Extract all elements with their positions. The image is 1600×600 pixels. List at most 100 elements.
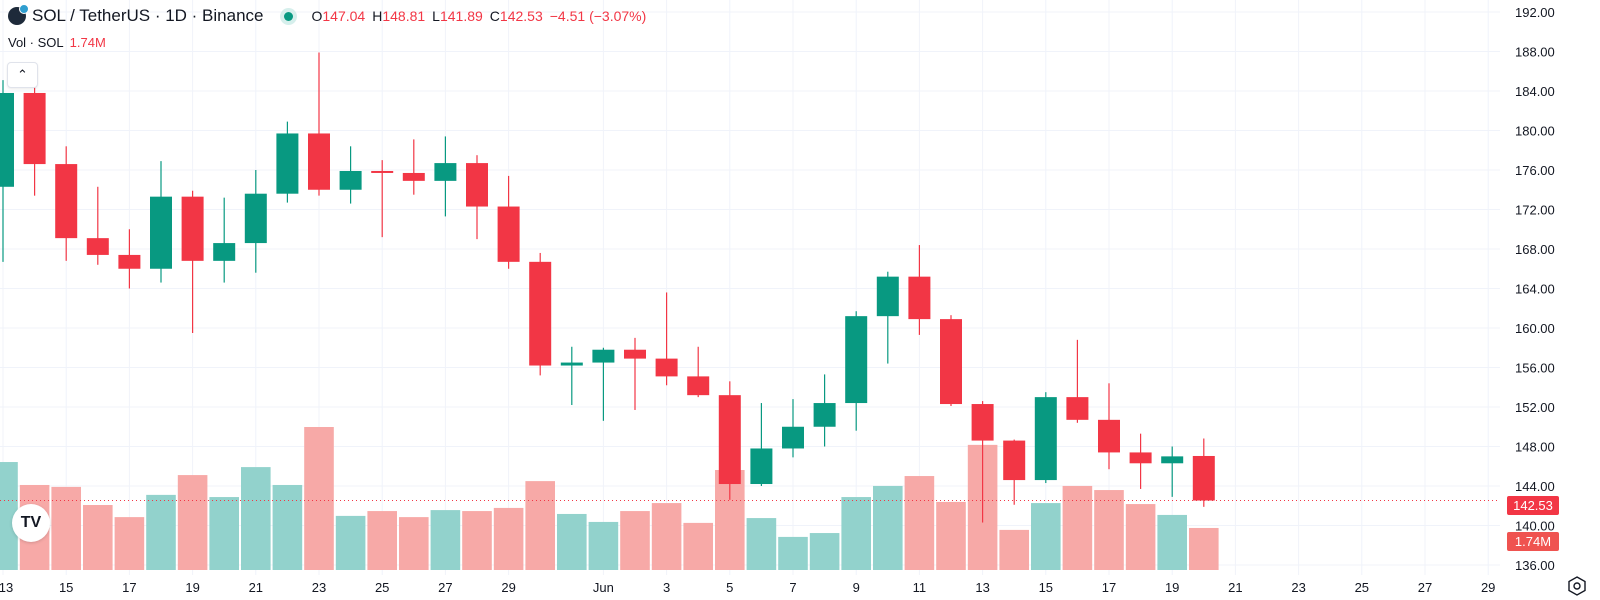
y-tick-label: 164.00 [1515,282,1555,297]
collapse-legend-button[interactable]: ⌃ [7,62,38,88]
candle-body[interactable] [592,349,615,363]
volume-bar [873,485,903,570]
x-tick-label: 15 [59,580,73,595]
candle-body[interactable] [402,172,425,181]
y-tick-label: 156.00 [1515,361,1555,376]
x-tick-label: 29 [1481,580,1495,595]
candle-body[interactable] [940,319,962,405]
x-tick-label: 19 [185,580,199,595]
volume-bar [114,517,145,570]
volume-bar [651,503,682,570]
candle-body[interactable] [213,243,236,261]
candle-body[interactable] [434,163,457,181]
x-tick-label: 21 [249,580,263,595]
candle-body[interactable] [466,163,488,207]
y-tick-label: 140.00 [1515,519,1555,534]
y-tick-label: 192.00 [1515,5,1555,20]
candle-body[interactable] [1192,455,1215,501]
candle-body[interactable] [1098,419,1120,453]
candle-body[interactable] [339,170,362,190]
x-tick-label: 29 [501,580,515,595]
low-label: L [432,8,440,24]
candle-body[interactable] [55,164,78,239]
y-tick-label: 176.00 [1515,163,1555,178]
x-tick-label: 27 [1418,580,1432,595]
volume-bar [1062,485,1093,570]
volume-bar [209,497,239,570]
candle-body[interactable] [244,193,267,244]
candle-body[interactable] [782,426,804,449]
volume-bar [809,533,840,570]
x-tick-label: 21 [1228,580,1242,595]
x-tick-label: 13 [975,580,989,595]
candle-body[interactable] [687,376,710,396]
candle-body[interactable] [750,448,773,485]
tradingview-logo-icon[interactable]: TV [12,504,50,542]
candle-body[interactable] [276,133,299,194]
y-tick-label: 144.00 [1515,479,1555,494]
x-tick-label: 23 [312,580,326,595]
candle-body[interactable] [624,349,646,359]
candle-body[interactable] [876,276,899,317]
volume-bar [272,484,303,570]
volume-bar [335,515,366,570]
y-tick-label: 136.00 [1515,558,1555,573]
candle-body[interactable] [718,395,741,485]
candle-body[interactable] [118,254,141,269]
x-tick-label: 13 [0,580,13,595]
volume-bar [1031,503,1061,570]
candle-body[interactable] [813,403,836,427]
symbol-title[interactable]: SOL / TetherUS · 1D · Binance [32,6,264,25]
close-label: C [489,8,500,24]
candle-body[interactable] [0,92,14,187]
candle-body[interactable] [529,261,552,366]
candle-body[interactable] [308,133,330,190]
volume-bar [746,518,777,570]
candle-body[interactable] [181,196,204,261]
candle-body[interactable] [23,92,46,165]
volume-bar [493,507,524,570]
price-axis[interactable]: 192.00 188.00 184.00 180.00 176.00 172.00 168.… [1515,5,1555,573]
x-tick-label: 9 [853,580,860,595]
open-label: O [311,8,323,24]
volume-bar [1094,490,1124,570]
high-label: H [372,8,383,24]
candle-body[interactable] [971,404,994,441]
time-axis[interactable]: 13 15 17 19 21 23 25 27 29 Jun 3 5 7 9 11 13 15 17 19 21 23 2… [0,580,1495,595]
candles [0,52,1215,523]
candle-body[interactable] [845,316,868,404]
y-tick-label: 172.00 [1515,203,1555,218]
volume-bar [241,467,271,570]
volume-label[interactable]: Vol · SOL [8,35,64,50]
candle-body[interactable] [86,238,109,255]
candle-body[interactable] [655,358,678,377]
settings-gear-icon[interactable] [1567,576,1587,596]
x-tick-label: 11 [913,580,927,595]
x-tick-label: 15 [1039,580,1053,595]
candle-body[interactable] [1003,440,1026,481]
solana-icon [8,4,29,25]
candle-body[interactable] [560,362,583,366]
volume-bars [0,427,1219,570]
volume-bar [1125,504,1156,570]
candle-body[interactable] [1066,397,1089,420]
candle-body[interactable] [150,196,172,269]
candle-body[interactable] [497,206,520,262]
x-tick-label: 25 [1355,580,1369,595]
volume-bar [683,522,713,570]
low-value: 141.89 [439,8,483,24]
candle-body[interactable] [908,276,931,320]
volume-legend: Vol · SOL 1.74M [8,35,106,50]
candle-body[interactable] [1129,452,1152,464]
volume-bar [1157,514,1187,570]
volume-bar [778,536,808,570]
candle-body[interactable] [1034,397,1057,481]
candle-body[interactable] [1161,456,1184,464]
open-value: 147.04 [322,8,366,24]
y-tick-label: 160.00 [1515,321,1555,336]
candle-body[interactable] [371,170,394,173]
volume-tag: 1.74M [1507,532,1559,551]
volume-bar [430,510,461,570]
x-tick-label: 7 [789,580,796,595]
